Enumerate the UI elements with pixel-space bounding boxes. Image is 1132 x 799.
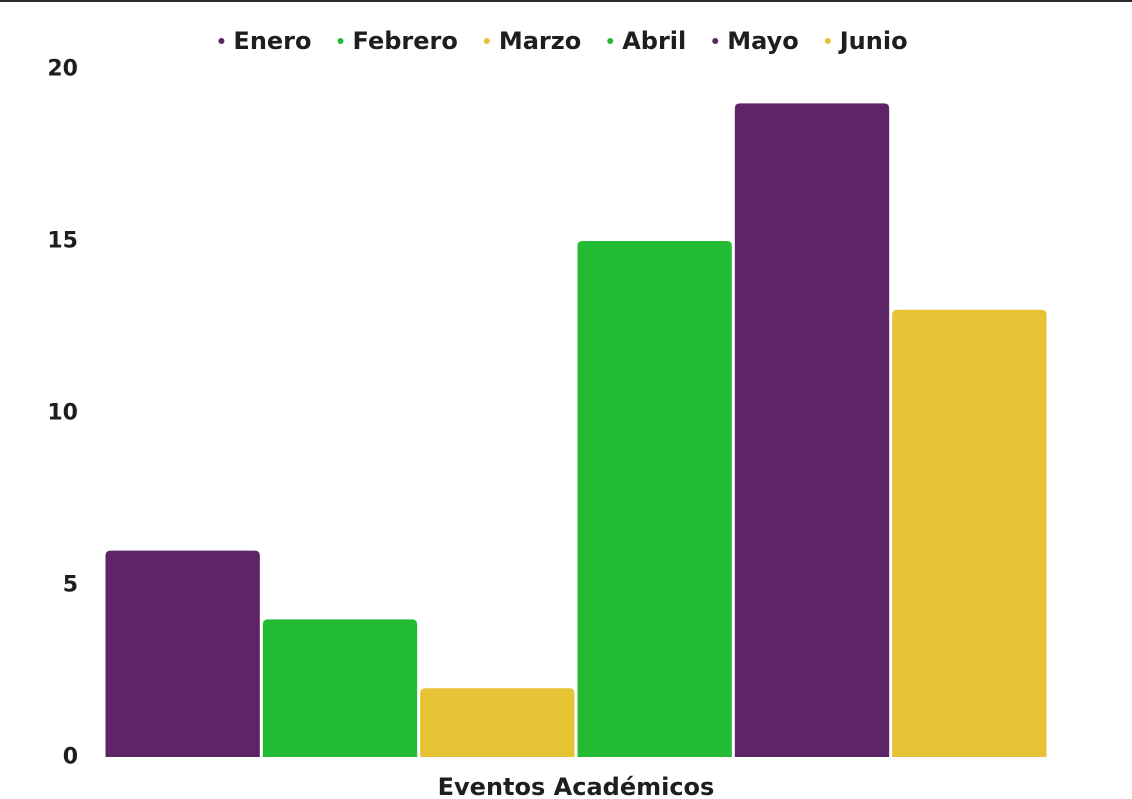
legend-marker-febrero xyxy=(337,38,344,44)
legend-marker-marzo xyxy=(483,38,490,44)
legend-label-febrero: Febrero xyxy=(353,27,458,55)
legend-label-enero: Enero xyxy=(233,27,311,55)
y-tick-label-10: 10 xyxy=(47,401,78,426)
bar-group xyxy=(105,103,1047,757)
bar-febrero xyxy=(262,619,418,757)
legend-marker-junio xyxy=(824,38,831,44)
legend-marker-mayo xyxy=(712,38,719,44)
legend-label-abril: Abril xyxy=(622,27,686,55)
top-border xyxy=(0,0,1132,2)
y-tick-label-20: 20 xyxy=(47,57,78,82)
x-axis-title: Eventos Académicos xyxy=(438,773,715,799)
bar-enero xyxy=(105,550,260,757)
y-tick-label-15: 15 xyxy=(47,229,78,254)
legend-marker-abril xyxy=(607,38,614,44)
legend-label-junio: Junio xyxy=(838,27,908,55)
legend-label-marzo: Marzo xyxy=(499,27,581,55)
legend-label-mayo: Mayo xyxy=(727,27,798,55)
bar-marzo xyxy=(420,688,575,757)
bar-junio xyxy=(892,309,1047,757)
y-tick-label-5: 5 xyxy=(63,573,78,598)
legend-marker-enero xyxy=(218,38,225,44)
bar-mayo xyxy=(734,103,890,757)
bar-abril xyxy=(577,241,732,757)
y-tick-label-0: 0 xyxy=(63,745,78,770)
chart-legend: Enero Febrero Marzo Abril Mayo Junio xyxy=(218,27,908,55)
y-axis: 0 5 10 15 20 xyxy=(47,57,78,770)
